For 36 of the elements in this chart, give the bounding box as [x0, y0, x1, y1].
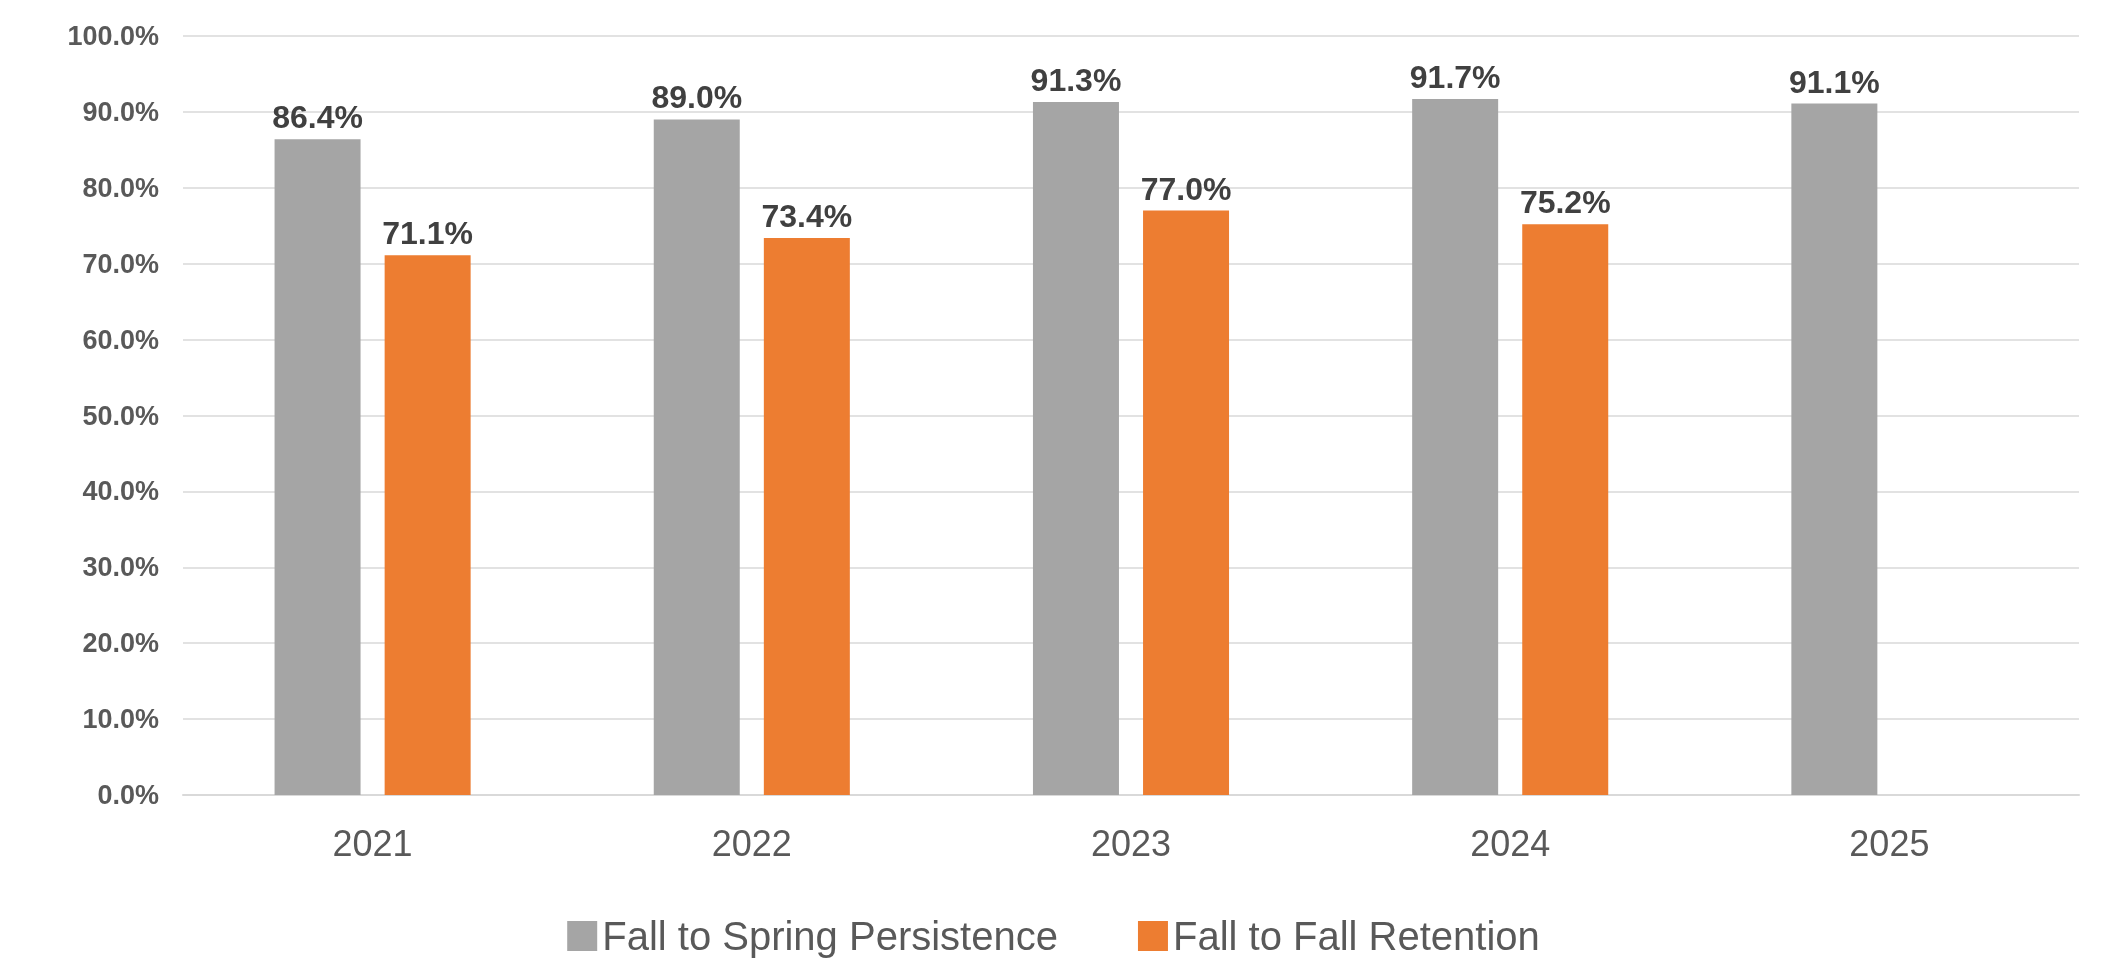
- y-tick-label: 60.0%: [82, 324, 159, 355]
- y-tick-label: 30.0%: [82, 552, 159, 583]
- data-label: 71.1%: [382, 215, 474, 252]
- legend-label: Fall to Spring Persistence: [602, 914, 1058, 958]
- y-tick-label: 0.0%: [97, 780, 159, 810]
- bar: [1032, 102, 1119, 795]
- legend-label: Fall to Fall Retention: [1172, 914, 1540, 958]
- y-tick-label: 40.0%: [82, 476, 159, 507]
- data-label: 77.0%: [1140, 170, 1232, 207]
- x-tick-label: 2025: [1849, 822, 1930, 864]
- bar: [1522, 224, 1609, 795]
- y-tick-label: 20.0%: [82, 628, 159, 659]
- y-tick-label: 90.0%: [82, 96, 159, 127]
- data-label: 91.3%: [1030, 62, 1122, 99]
- bar: [1143, 210, 1230, 795]
- y-tick-label: 100.0%: [67, 21, 159, 51]
- x-tick-label: 2023: [1090, 822, 1172, 864]
- bar: [274, 139, 361, 795]
- data-label: 73.4%: [761, 197, 853, 234]
- y-tick-label: 50.0%: [82, 400, 159, 431]
- bar: [653, 119, 740, 795]
- data-label: 75.2%: [1519, 184, 1611, 221]
- bar: [1412, 99, 1499, 795]
- data-label: 91.7%: [1409, 59, 1501, 95]
- y-tick-label: 80.0%: [82, 172, 159, 203]
- y-tick-label: 70.0%: [82, 248, 159, 279]
- bar: [763, 237, 850, 795]
- data-label: 91.1%: [1788, 63, 1880, 100]
- data-label: 89.0%: [651, 79, 743, 116]
- bar: [1791, 103, 1878, 795]
- x-tick-label: 2022: [711, 822, 792, 864]
- data-label: 86.4%: [272, 99, 363, 136]
- y-tick-label: 10.0%: [82, 704, 159, 735]
- x-tick-label: 2021: [332, 822, 413, 864]
- x-tick-label: 2024: [1470, 822, 1551, 864]
- bar: [384, 255, 471, 795]
